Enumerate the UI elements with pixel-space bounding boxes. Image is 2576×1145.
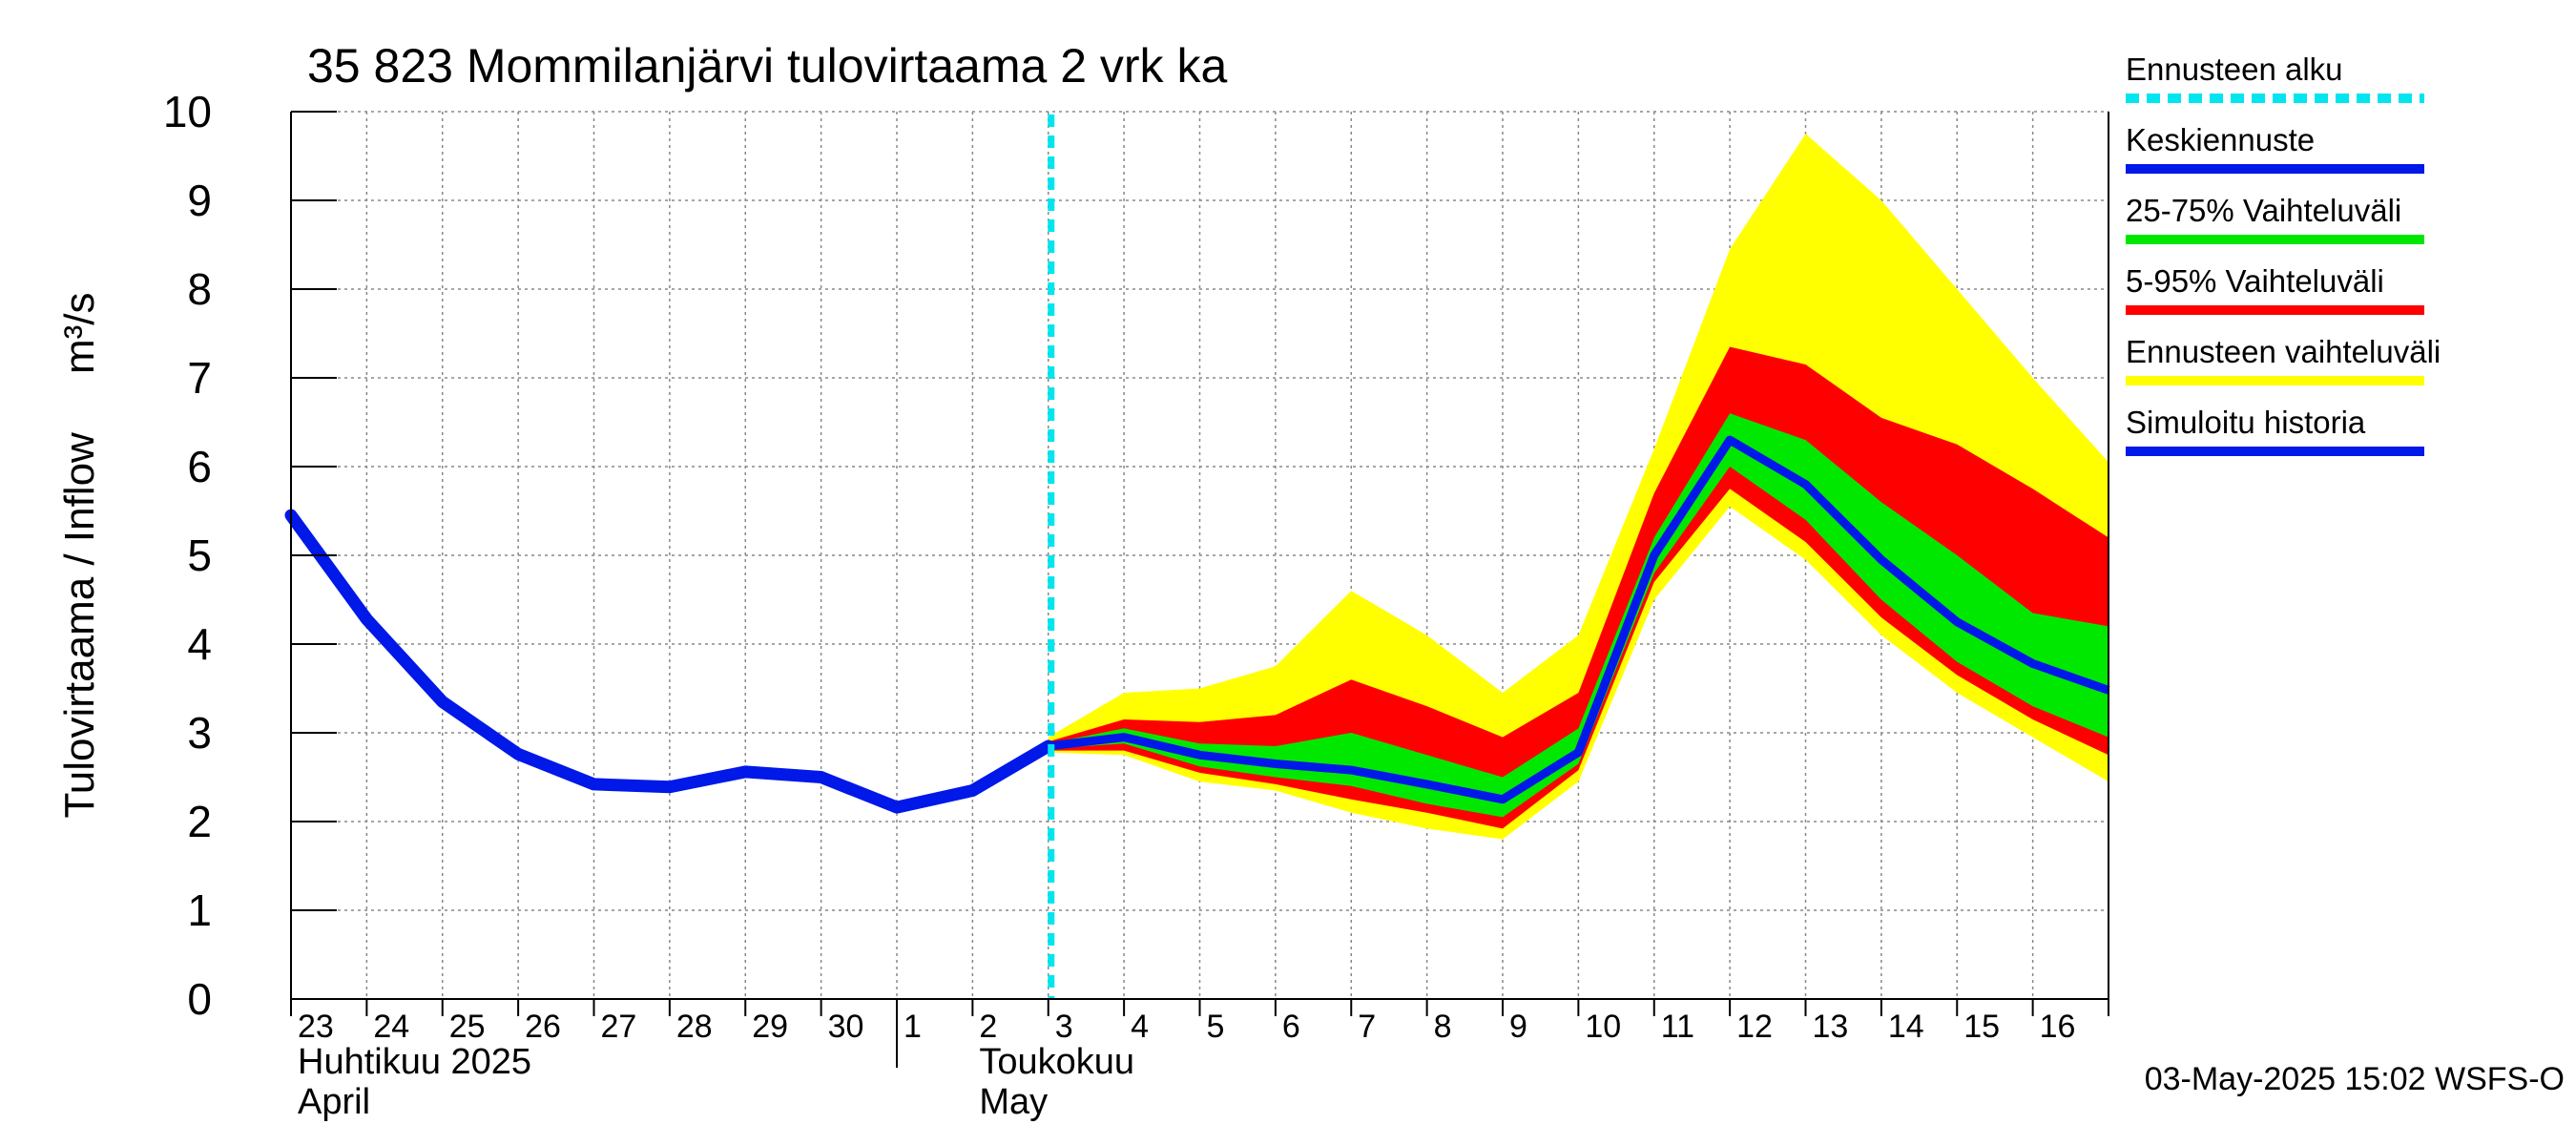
x-day-label: 2 bbox=[979, 1009, 997, 1045]
y-tick-label: 2 bbox=[187, 797, 212, 846]
x-day-label: 11 bbox=[1661, 1009, 1694, 1045]
x-day-label: 4 bbox=[1131, 1009, 1149, 1045]
y-tick-label: 8 bbox=[187, 264, 212, 314]
y-tick-label: 5 bbox=[187, 531, 212, 580]
x-day-label: 16 bbox=[2040, 1009, 2076, 1045]
y-axis-label: Tulovirtaama / Inflow m³/s bbox=[56, 293, 103, 819]
x-day-label: 24 bbox=[373, 1009, 409, 1045]
x-day-label: 12 bbox=[1736, 1009, 1773, 1045]
legend-label: Ennusteen alku bbox=[2126, 52, 2343, 87]
x-day-label: 9 bbox=[1509, 1009, 1527, 1045]
month-label-english: April bbox=[298, 1082, 370, 1122]
legend-label: 25-75% Vaihteluväli bbox=[2126, 193, 2401, 228]
x-day-label: 1 bbox=[904, 1009, 922, 1045]
x-day-label: 23 bbox=[298, 1009, 334, 1045]
x-day-label: 6 bbox=[1282, 1009, 1300, 1045]
month-label: Huhtikuu 2025 bbox=[298, 1042, 531, 1082]
x-day-label: 8 bbox=[1434, 1009, 1452, 1045]
x-day-label: 27 bbox=[601, 1009, 637, 1045]
y-tick-label: 4 bbox=[187, 619, 212, 669]
x-day-label: 28 bbox=[676, 1009, 713, 1045]
y-tick-label: 6 bbox=[187, 442, 212, 491]
chart-title: 35 823 Mommilanjärvi tulovirtaama 2 vrk … bbox=[307, 39, 1227, 93]
x-day-label: 7 bbox=[1358, 1009, 1376, 1045]
band-forecast-range bbox=[1048, 134, 2109, 840]
x-day-label: 25 bbox=[449, 1009, 486, 1045]
forecast-bands bbox=[1048, 134, 2109, 840]
y-tick-label: 7 bbox=[187, 353, 212, 403]
band-25-75 bbox=[1048, 413, 2109, 818]
legend-label: Keskiennuste bbox=[2126, 122, 2315, 157]
x-day-label: 3 bbox=[1055, 1009, 1073, 1045]
x-day-label: 13 bbox=[1813, 1009, 1849, 1045]
series-lines bbox=[284, 114, 2110, 999]
legend-label: 5-95% Vaihteluväli bbox=[2126, 263, 2384, 299]
x-day-label: 5 bbox=[1207, 1009, 1225, 1045]
y-tick-label: 3 bbox=[187, 708, 212, 758]
month-label-english: May bbox=[979, 1082, 1048, 1122]
x-day-label: 26 bbox=[525, 1009, 561, 1045]
median-forecast-line bbox=[1048, 435, 2110, 804]
x-day-label: 14 bbox=[1888, 1009, 1924, 1045]
y-tick-label: 10 bbox=[163, 87, 212, 136]
x-day-label: 15 bbox=[1963, 1009, 2000, 1045]
x-day-label: 30 bbox=[828, 1009, 864, 1045]
timestamp: 03-May-2025 15:02 WSFS-O bbox=[2145, 1061, 2565, 1097]
y-tick-label: 0 bbox=[187, 974, 212, 1024]
y-tick-label: 1 bbox=[187, 885, 212, 935]
band-5-95 bbox=[1048, 346, 2109, 829]
x-day-label: 29 bbox=[752, 1009, 788, 1045]
y-tick-label: 9 bbox=[187, 176, 212, 225]
history-line bbox=[284, 509, 1055, 814]
legend: Ennusteen alku Keskiennuste 25-75% Vaihtel… bbox=[2126, 52, 2441, 456]
legend-label: Ennusteen vaihteluväli bbox=[2126, 334, 2441, 369]
x-day-label: 10 bbox=[1585, 1009, 1621, 1045]
legend-label: Simuloitu historia bbox=[2126, 405, 2366, 440]
month-label: Toukokuu bbox=[979, 1042, 1134, 1082]
